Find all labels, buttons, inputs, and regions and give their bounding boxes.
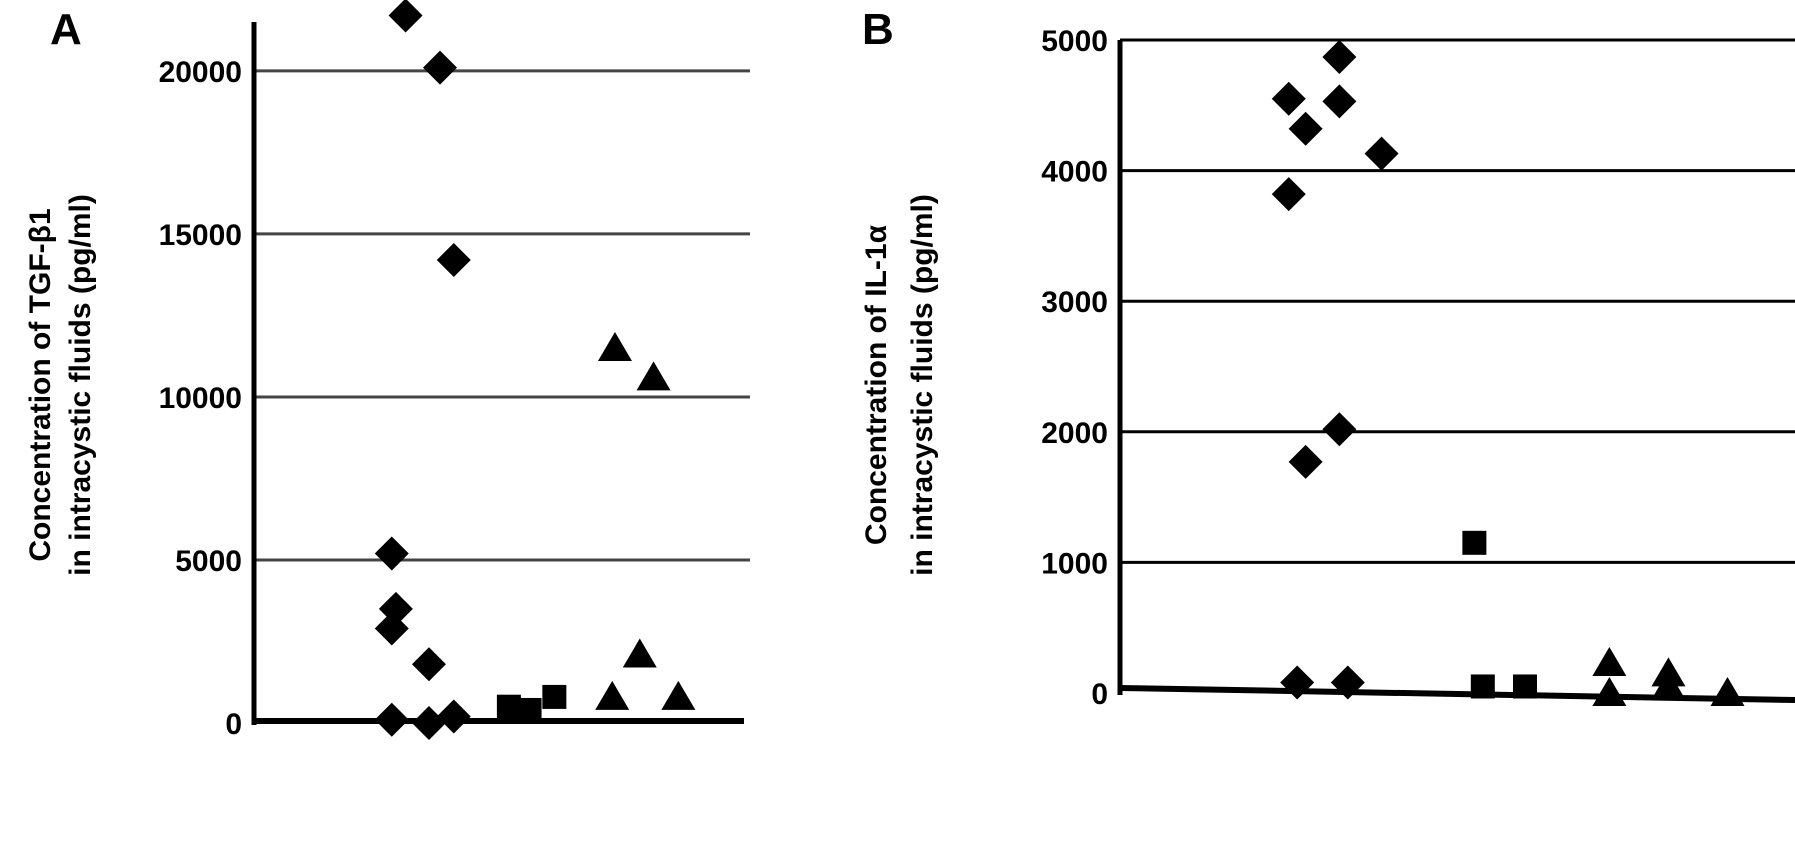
panel-b-ytick-label: 4000 — [1041, 156, 1108, 189]
panel-b-point-triangle — [1651, 670, 1686, 700]
panel-a-ytick-label: 0 — [225, 708, 242, 741]
panel-a-point-diamond — [388, 0, 423, 33]
panel-b-point-diamond — [1322, 84, 1357, 119]
panel-a-ytick-label: 15000 — [159, 219, 242, 252]
panel-a-point-triangle — [661, 680, 696, 710]
panel-b-point-diamond — [1330, 665, 1365, 700]
panel-a-point-diamond — [374, 611, 409, 646]
panel-a-point-triangle — [595, 680, 630, 710]
panel-b-ytick-label: 1000 — [1041, 547, 1108, 580]
panel-b: 0 1000 2000 3000 4000 5000 B Concentration of I… — [860, 5, 1795, 711]
panel-b-x-axis — [1119, 685, 1795, 703]
panel-a-point-diamond — [423, 50, 457, 85]
panel-b-point-square — [1513, 674, 1537, 699]
panel-a-point-diamond — [436, 699, 471, 734]
panel-b-ytick-label: 2000 — [1041, 417, 1108, 450]
panel-a-point-triangle — [597, 332, 632, 362]
panel-b-point-diamond — [1322, 412, 1357, 447]
panel-b-point-square — [1470, 674, 1495, 699]
panel-b-point-triangle — [1710, 677, 1745, 706]
panel-b-point-diamond — [1288, 111, 1323, 146]
panel-b-ytick-label: 0 — [1091, 678, 1108, 711]
panel-b-y-axis-label: Concentration of IL-1α — [860, 224, 893, 545]
panel-a-ytick-label: 5000 — [175, 545, 242, 578]
panel-b-point-diamond — [1322, 39, 1357, 74]
panel-b-point-diamond — [1271, 81, 1306, 116]
panel-a-point-square — [542, 684, 567, 709]
panel-b-ytick-label: 5000 — [1041, 25, 1108, 58]
panel-a-point-square — [496, 694, 521, 719]
panel-a-y-axis-label: in intracystic fluids (pg/ml) — [64, 194, 97, 576]
panel-a-ytick-label: 20000 — [159, 56, 242, 89]
panel-b-point-diamond — [1364, 136, 1399, 171]
panel-b-point-diamond — [1280, 665, 1315, 700]
panel-b-letter: B — [862, 5, 894, 54]
panel-a-ytick-label: 10000 — [159, 382, 242, 415]
panel-b-point-triangle — [1592, 677, 1627, 706]
panel-a-letter: A — [50, 5, 82, 54]
panel-a-point-diamond — [436, 243, 471, 278]
panel-b-point-diamond — [1288, 444, 1323, 479]
panel-a-y-axis-label: Concentration of TGF-β1 — [24, 208, 57, 561]
panel-a-point-diamond — [411, 706, 446, 740]
panel-a-point-diamond — [411, 647, 446, 682]
panel-a-point-triangle — [636, 361, 671, 391]
panel-b-y-axis-label: in intracystic fluids (pg/ml) — [906, 194, 939, 576]
panel-b-ytick-label: 3000 — [1041, 286, 1108, 319]
panel-b-point-triangle — [1592, 646, 1627, 676]
panel-a-point-diamond — [374, 536, 409, 571]
panel-a: 0 5000 10000 15000 20000 A Concentration of TG… — [24, 0, 750, 741]
panel-b-point-diamond — [1271, 177, 1306, 212]
panel-b-point-square — [1462, 530, 1487, 555]
panel-a-point-triangle — [622, 638, 657, 668]
panel-a-point-square — [517, 697, 542, 722]
panel-a-point-diamond — [374, 702, 409, 737]
